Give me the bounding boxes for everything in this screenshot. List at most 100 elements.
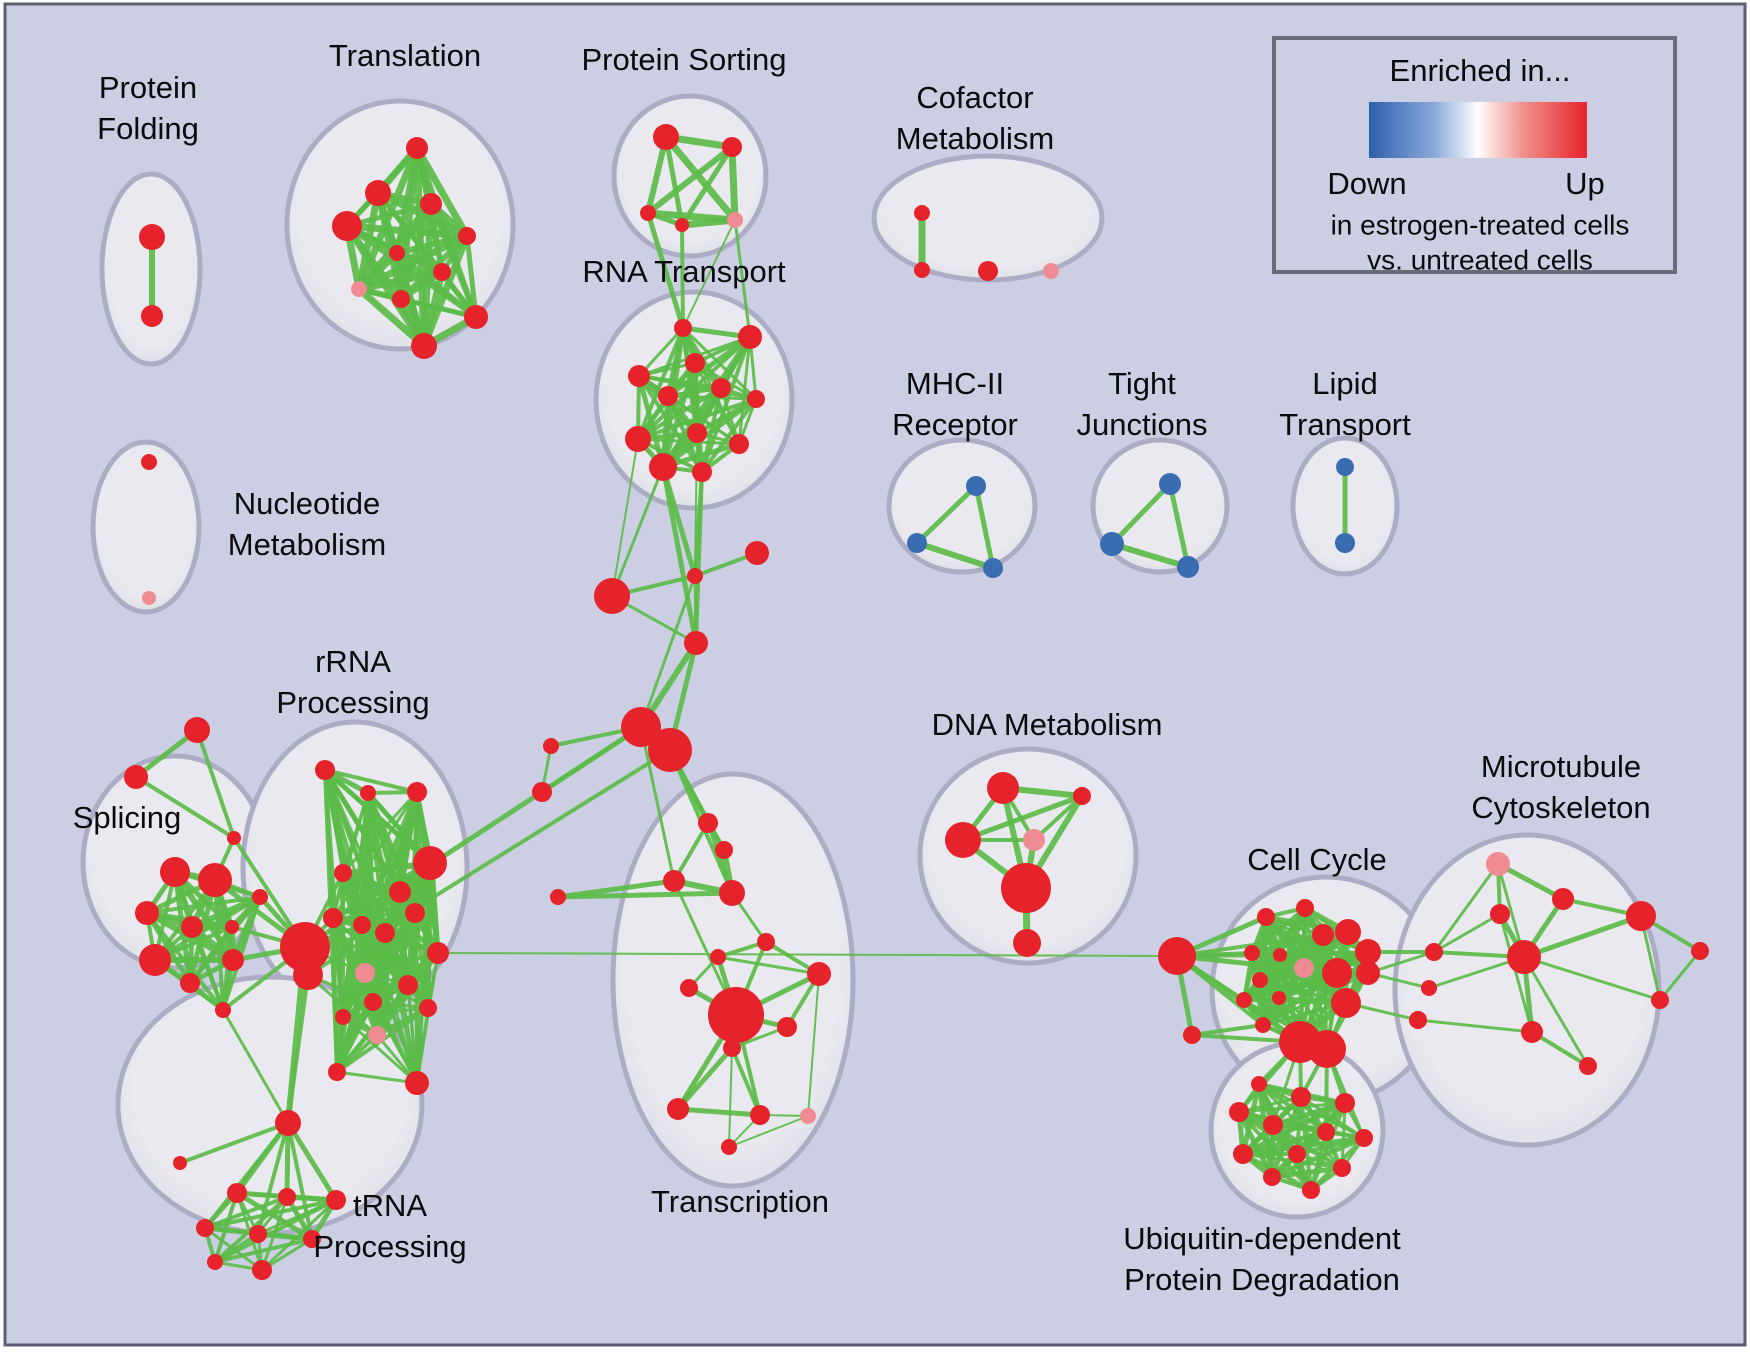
graph-node-ub [1333, 1159, 1351, 1177]
graph-node-hub [124, 765, 148, 789]
legend-subline-2: vs. untreated cells [1367, 244, 1593, 275]
edge-link-ps-rt [733, 218, 752, 339]
graph-node-cm [914, 205, 930, 221]
cluster-labels-layer: Protein Folding Translation Protein Sorting… [73, 38, 1651, 1297]
edge-tx [728, 1115, 809, 1148]
graph-node-tx [777, 1017, 797, 1037]
graph-node-tx [680, 979, 698, 997]
edge-mt [1522, 955, 1662, 1002]
graph-node-cc [1158, 937, 1196, 975]
graph-node-sp [252, 889, 268, 905]
edge-link-rt-hub [611, 438, 639, 597]
edge-link-cc-mt [1432, 862, 1500, 954]
edge-mhc [973, 483, 996, 571]
graph-node-rr [413, 846, 447, 880]
graph-node-ps [722, 137, 742, 157]
graph-node-pf [141, 305, 163, 327]
graph-node-rt [687, 423, 707, 443]
edge-tx [728, 1047, 733, 1148]
edge-mhc [914, 540, 996, 571]
cluster-label-lt: Transport [1279, 407, 1411, 442]
edge-rr [374, 860, 433, 1038]
edge-cc [1278, 950, 1370, 957]
edge-link-ps-rt [680, 223, 685, 330]
edge-tn [286, 1121, 314, 1241]
graph-node-tr [389, 245, 405, 261]
cluster-label-tx: Transcription [651, 1184, 829, 1219]
edge-link-rt-hub [694, 470, 704, 645]
edge-ub [1269, 1135, 1367, 1180]
graph-node-lt [1335, 533, 1355, 553]
edge-mt [1658, 949, 1702, 1002]
cluster-label-mt: Microtubule [1481, 749, 1641, 784]
cluster-label-tj: Junctions [1077, 407, 1208, 442]
edge-tn [285, 1120, 339, 1203]
edge-tj [1109, 481, 1173, 547]
graph-node-tr [411, 333, 437, 359]
graph-node-rt [738, 325, 762, 349]
edge-link-cc-mt [1432, 912, 1502, 954]
graph-node-tx [721, 1139, 737, 1155]
graph-node-ub [1302, 1181, 1320, 1199]
cluster-label-mhc: MHC-II [906, 366, 1004, 401]
edge-rt [636, 397, 758, 441]
edge-link-rt-hub [694, 432, 698, 577]
cluster-label-tn: tRNA [353, 1188, 427, 1223]
graph-node-tx [663, 870, 685, 892]
edge-link-tn-hub [286, 973, 310, 1125]
edge-tn [178, 1121, 290, 1165]
graph-node-tn [207, 1254, 223, 1270]
edge-tn [234, 1190, 315, 1242]
graph-node-rr [353, 916, 371, 934]
edge-rt [636, 437, 741, 446]
edge-tn [256, 1121, 290, 1236]
graph-node-sp [181, 916, 203, 938]
cluster-label-mt: Cytoskeleton [1471, 790, 1650, 825]
graph-node-rt [729, 434, 749, 454]
graph-node-mt [1486, 852, 1510, 876]
graph-node-hub [648, 728, 692, 772]
graph-node-hub [550, 889, 566, 905]
edge-rr [335, 1070, 419, 1085]
edge-rr [335, 1015, 345, 1074]
cluster-ellipse-ps [611, 93, 769, 259]
graph-node-tn [326, 1190, 346, 1210]
graph-node-rr [334, 864, 352, 882]
figure-border [3, 2, 1747, 1347]
graph-node-mhc [966, 476, 986, 496]
graph-node-tr [351, 281, 367, 297]
legend-subline-1: in estrogen-treated cells [1331, 209, 1630, 240]
graph-node-sp [225, 920, 239, 934]
edge-ub [1237, 1095, 1303, 1114]
edge-rt [636, 326, 685, 441]
cluster-label-tn: Processing [313, 1229, 466, 1264]
graph-node-cm [978, 261, 998, 281]
edge-rr [330, 860, 433, 921]
graph-node-cc [1294, 958, 1314, 978]
edge-sp [187, 924, 235, 986]
graph-node-rt [674, 319, 692, 337]
edge-rr [334, 860, 433, 1075]
edge-link-hub-tx [555, 890, 735, 900]
graph-node-sp [222, 949, 244, 971]
edge-mhc [914, 483, 979, 546]
cluster-label-rr: rRNA [315, 644, 391, 679]
graph-node-tx [719, 880, 745, 906]
graph-node-mhc [907, 533, 927, 553]
graph-node-ub [1317, 1123, 1335, 1141]
graph-node-tx [715, 841, 733, 859]
graph-node-tx [757, 933, 775, 951]
graph-node-hub [621, 707, 661, 747]
nodes-layer [124, 124, 1709, 1280]
graph-node-hub [745, 541, 769, 565]
graph-node-cc [1421, 980, 1437, 996]
cluster-ellipse-tj [1090, 437, 1230, 575]
edge-ps [662, 133, 739, 224]
edge-hub [302, 724, 644, 950]
cluster-label-cm: Cofactor [916, 80, 1033, 115]
edge-tx [675, 1106, 763, 1118]
graph-node-ps [653, 124, 679, 150]
edge-rr [341, 790, 419, 875]
graph-node-tr [365, 180, 391, 206]
graph-node-hub [594, 578, 630, 614]
